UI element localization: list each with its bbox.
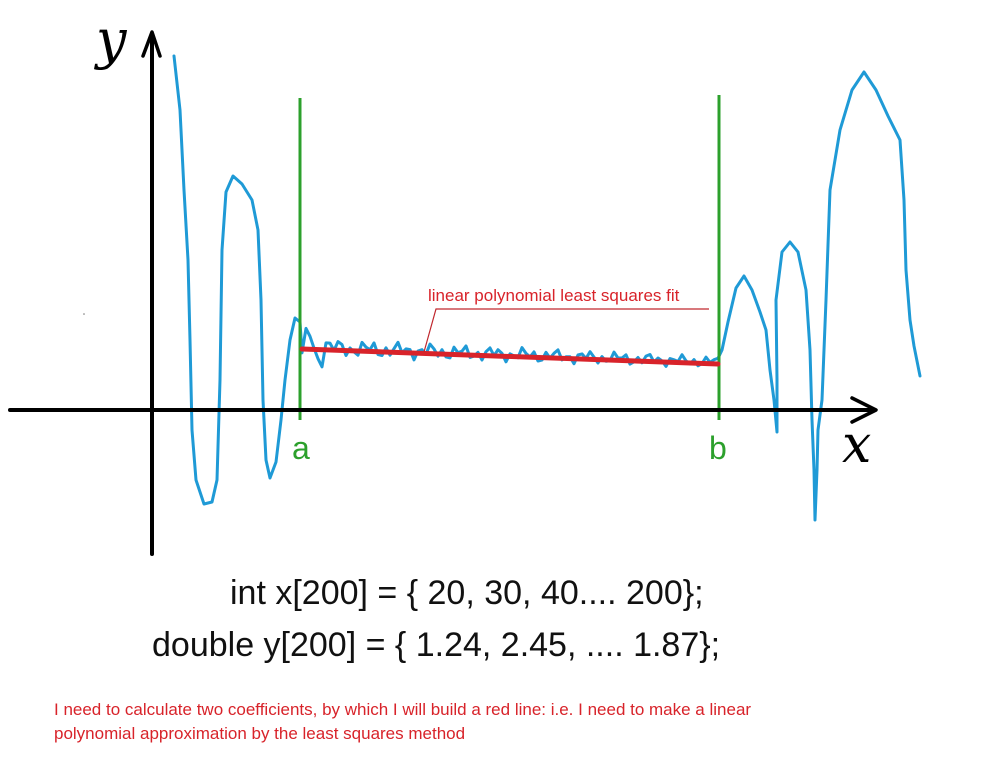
fit-label-leader [423, 308, 709, 353]
question-note-line-2: polynomial approximation by the least sq… [54, 724, 466, 743]
x-axis-label: x [842, 415, 871, 475]
bound-label-b: b [709, 430, 727, 466]
y-axis-label: y [94, 8, 128, 71]
stray-dot [83, 313, 85, 315]
y-axis-arrowhead [141, 30, 162, 58]
x-axis-arrowhead [850, 396, 878, 424]
code-line-x-array: int x[200] = { 20, 30, 40.... 200}; [230, 574, 704, 612]
fit-line [299, 346, 721, 367]
fit-label: linear polynomial least squares fit [428, 286, 680, 305]
question-note-line-1: I need to calculate two coefficients, by… [54, 700, 752, 719]
code-line-y-array: double y[200] = { 1.24, 2.45, .... 1.87}… [152, 626, 721, 664]
bound-label-a: a [292, 430, 310, 466]
